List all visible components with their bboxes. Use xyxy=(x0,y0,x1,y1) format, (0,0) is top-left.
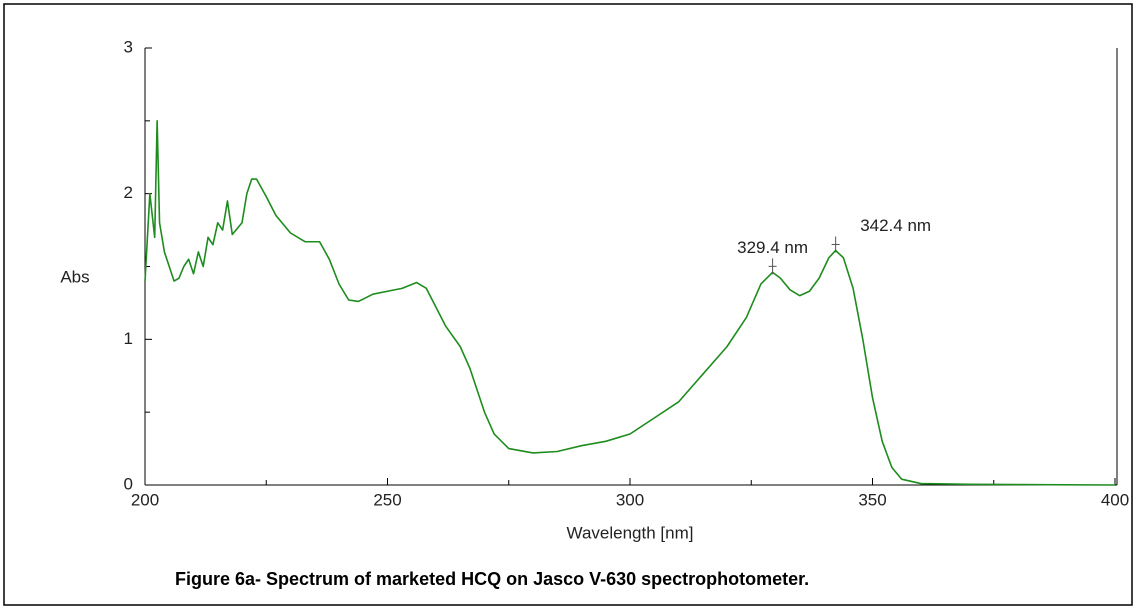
x-axis-label: Wavelength [nm] xyxy=(567,523,694,542)
peak-label: 329.4 nm xyxy=(737,238,808,257)
caption: Figure 6a- Spectrum of marketed HCQ on J… xyxy=(175,569,809,589)
y-tick-label: 0 xyxy=(124,474,133,493)
y-tick-label: 1 xyxy=(124,329,133,348)
spectrum-line xyxy=(144,120,1116,486)
y-tick-label: 2 xyxy=(124,183,133,202)
y-tick-label: 3 xyxy=(124,37,133,56)
x-tick-label: 250 xyxy=(373,490,401,509)
y-axis-label: Abs xyxy=(60,267,89,286)
peak-label: 342.4 nm xyxy=(860,216,931,235)
x-tick-label: 300 xyxy=(616,490,644,509)
frame xyxy=(3,3,1133,606)
x-tick-label: 200 xyxy=(131,490,159,509)
x-tick-label: 350 xyxy=(858,490,886,509)
x-tick-label: 400 xyxy=(1101,490,1129,509)
